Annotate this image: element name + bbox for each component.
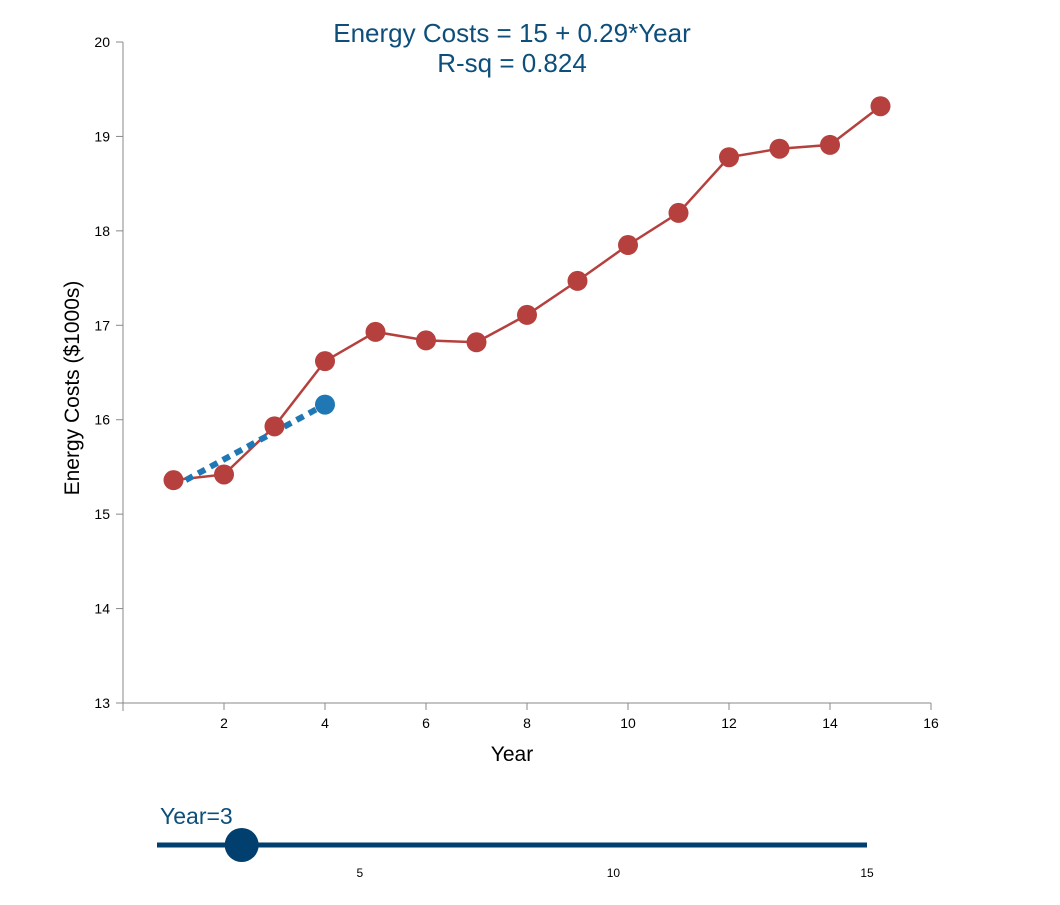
- data-point: [820, 134, 840, 155]
- x-tick-label: 4: [321, 715, 329, 731]
- data-point: [769, 138, 790, 159]
- data-point: [315, 351, 335, 372]
- slider-tick-label: 10: [607, 866, 621, 880]
- year-slider[interactable]: Year=3 5 10 15: [157, 803, 874, 880]
- data-point: [517, 304, 537, 325]
- regression-line: [172, 401, 327, 490]
- data-point: [264, 416, 285, 437]
- x-tick-label: 12: [721, 715, 737, 731]
- y-tick-label: 14: [94, 601, 110, 617]
- slider-tick-label: 5: [357, 866, 364, 880]
- slider-label: Year=3: [160, 803, 233, 829]
- x-tick-label: 6: [422, 715, 430, 731]
- data-point: [466, 332, 487, 353]
- prediction-point: [315, 394, 335, 415]
- data-point: [668, 202, 689, 223]
- y-tick-label: 16: [94, 412, 110, 428]
- data-point: [567, 270, 588, 291]
- data-point: [719, 147, 739, 168]
- y-tick-label: 13: [94, 695, 110, 711]
- x-tick-label: 10: [620, 715, 636, 731]
- data-point: [163, 470, 184, 491]
- y-axis-label: Energy Costs ($1000s): [61, 281, 84, 496]
- x-tick-label: 14: [822, 715, 838, 731]
- chart-title: Energy Costs = 15 + 0.29*Year: [333, 18, 691, 48]
- data-point: [416, 330, 436, 351]
- x-axis-label: Year: [491, 743, 533, 766]
- y-tick-label: 15: [94, 506, 110, 522]
- data-point: [365, 321, 386, 342]
- data-point: [618, 235, 638, 256]
- slider-tick-label: 15: [860, 866, 874, 880]
- y-tick-label: 18: [94, 223, 110, 239]
- y-tick-label: 17: [94, 317, 110, 333]
- x-tick-label: 16: [923, 715, 939, 731]
- chart-subtitle: R-sq = 0.824: [437, 48, 587, 78]
- x-tick-label: 2: [220, 715, 228, 731]
- data-point: [214, 464, 234, 485]
- slider-handle[interactable]: [224, 828, 259, 862]
- y-tick-label: 19: [94, 128, 110, 144]
- x-tick-label: 8: [523, 715, 531, 731]
- y-tick-label: 20: [94, 34, 110, 50]
- data-point: [870, 96, 891, 117]
